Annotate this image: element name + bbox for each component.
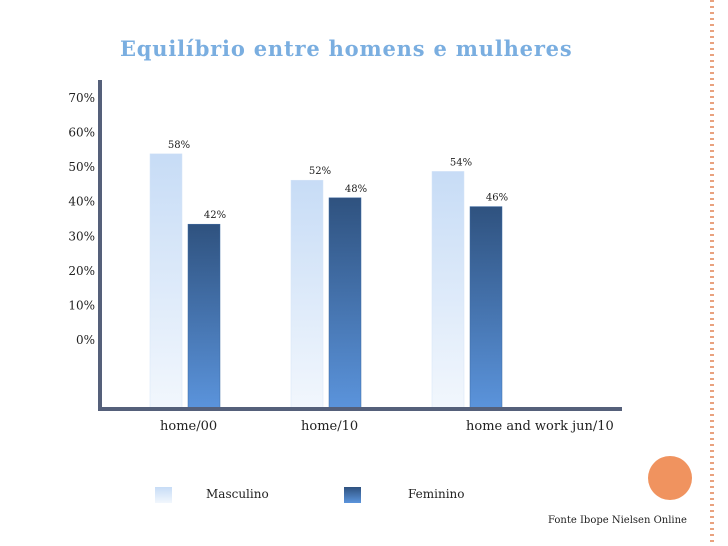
chart-title: Equilíbrio entre homens e mulheres — [120, 36, 573, 61]
legend-swatch-masculino — [155, 487, 172, 503]
x-axis-ticks: home/00 home/10 home and work jun/10 — [160, 419, 614, 434]
legend-label-masculino: Masculino — [206, 487, 269, 501]
bar-masculino-2 — [431, 171, 465, 410]
legend: Masculino Feminino — [0, 485, 728, 509]
bar-chart: 0% 10% 20% 30% 40% 50% 60% 70% 58% 42% 52% 48% 54% 4… — [68, 80, 622, 434]
bar-masculino-1 — [290, 179, 324, 410]
bar-value-label: 42% — [204, 210, 226, 221]
bar-labels: 58% 42% 52% 48% 54% 46% — [168, 140, 508, 221]
decorative-circle — [648, 456, 692, 500]
y-tick-label: 50% — [68, 160, 95, 174]
bar-value-label: 46% — [486, 193, 508, 204]
x-tick-label: home/00 — [160, 419, 217, 434]
bar-feminino-2 — [469, 206, 503, 410]
bar-masculino-0 — [149, 153, 183, 410]
x-tick-label: home/10 — [301, 419, 358, 434]
bar-value-label: 58% — [168, 140, 190, 151]
bar-value-label: 48% — [345, 184, 367, 195]
y-tick-label: 0% — [76, 333, 95, 347]
x-tick-label: home and work jun/10 — [466, 419, 614, 434]
bar-value-label: 54% — [450, 157, 472, 168]
y-tick-label: 70% — [68, 91, 95, 105]
bar-feminino-0 — [187, 223, 221, 410]
legend-label-feminino: Feminino — [408, 487, 465, 501]
bars — [149, 153, 503, 410]
y-tick-label: 60% — [68, 126, 95, 140]
decorative-border — [710, 0, 714, 546]
legend-swatch-feminino — [344, 487, 361, 503]
axis-line — [98, 80, 622, 411]
y-tick-label: 20% — [68, 264, 95, 278]
y-tick-label: 40% — [68, 195, 95, 209]
y-axis-ticks: 0% 10% 20% 30% 40% 50% 60% 70% — [68, 91, 95, 347]
y-tick-label: 10% — [68, 298, 95, 312]
source-note: Fonte Ibope Nielsen Online — [548, 515, 687, 526]
y-tick-label: 30% — [68, 229, 95, 243]
bar-feminino-1 — [328, 197, 362, 410]
bar-value-label: 52% — [309, 166, 331, 177]
